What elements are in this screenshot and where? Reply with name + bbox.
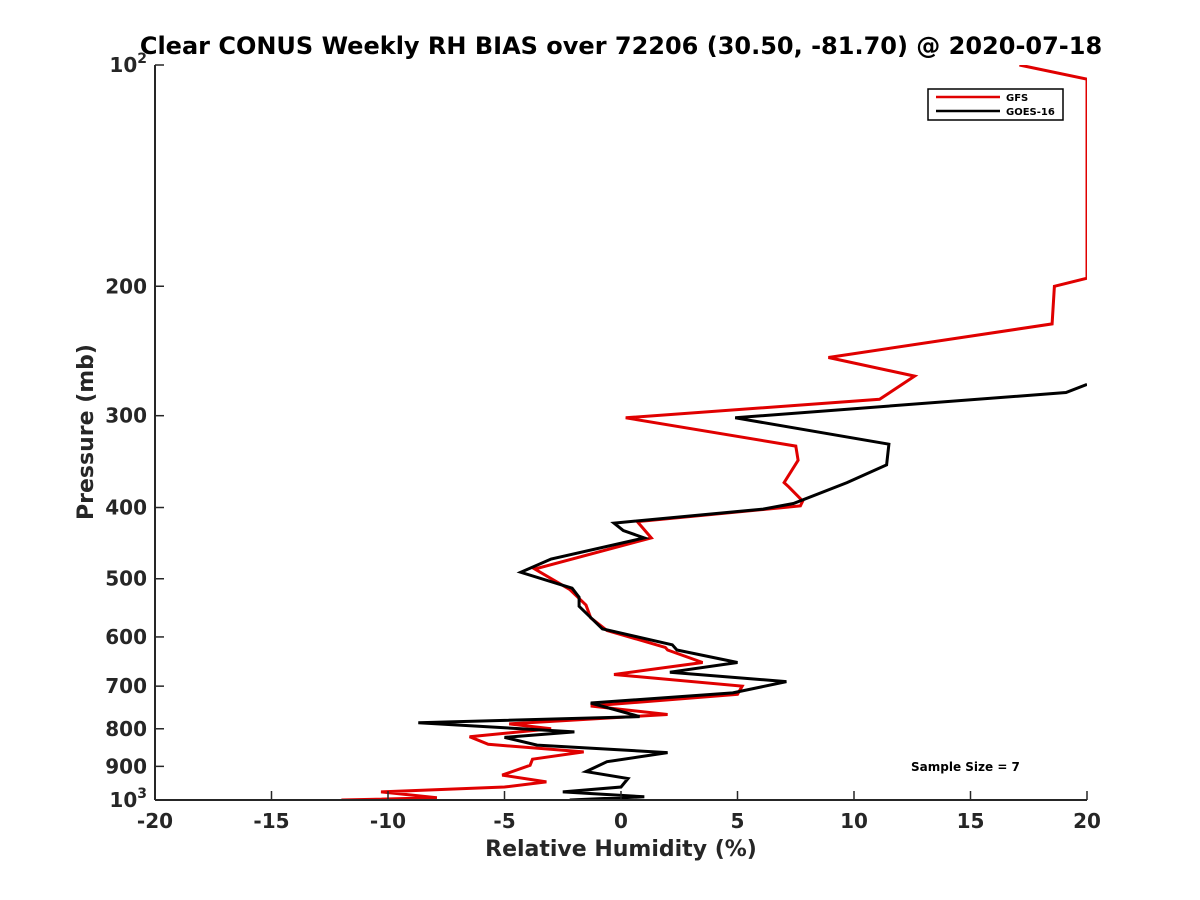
x-tick-label: 0: [614, 809, 628, 833]
x-tick-label: -5: [493, 809, 515, 833]
series-line-goes16: [418, 383, 1087, 800]
y-tick-label: 800: [105, 717, 147, 741]
y-tick-label: 200: [105, 274, 147, 298]
x-tick-label: 15: [957, 809, 985, 833]
y-tick-label: 300: [105, 404, 147, 428]
chart-title: Clear CONUS Weekly RH BIAS over 72206 (3…: [140, 32, 1102, 60]
y-tick-label: 700: [105, 674, 147, 698]
legend-label-gfs: GFS: [1006, 93, 1028, 104]
y-tick-label: 102: [109, 51, 147, 77]
y-tick-label: 400: [105, 496, 147, 520]
x-axis-ticks: -20 -15 -10 -5 0 5 10 15 20: [137, 791, 1101, 833]
x-tick-label: -15: [253, 809, 289, 833]
legend-box: [927, 88, 1064, 121]
x-tick-label: 5: [731, 809, 745, 833]
sample-size-annotation: Sample Size = 7: [911, 760, 1020, 774]
data-layer: [341, 65, 1087, 800]
y-tick-label: 600: [105, 625, 147, 649]
series-line-gfs: [341, 65, 1087, 800]
x-tick-label: -20: [137, 809, 173, 833]
y-tick-label: 103: [109, 786, 147, 812]
x-axis-label: Relative Humidity (%): [485, 837, 757, 862]
legend-label-goes16: GOES-16: [1006, 107, 1055, 118]
x-tick-label: 20: [1073, 809, 1101, 833]
y-tick-label: 500: [105, 567, 147, 591]
x-tick-label: -10: [370, 809, 406, 833]
y-axis-label: Pressure (mb): [74, 344, 99, 520]
y-tick-label: 900: [105, 754, 147, 778]
x-tick-label: 10: [840, 809, 868, 833]
y-axis-ticks: 102 200 300 400 500 600 700 800 900 103: [105, 51, 164, 812]
plot-area: -20 -15 -10 -5 0 5 10 15 20 102 200 300 400 500 600 70…: [105, 51, 1101, 833]
legend: GFS GOES-16: [927, 88, 1064, 121]
